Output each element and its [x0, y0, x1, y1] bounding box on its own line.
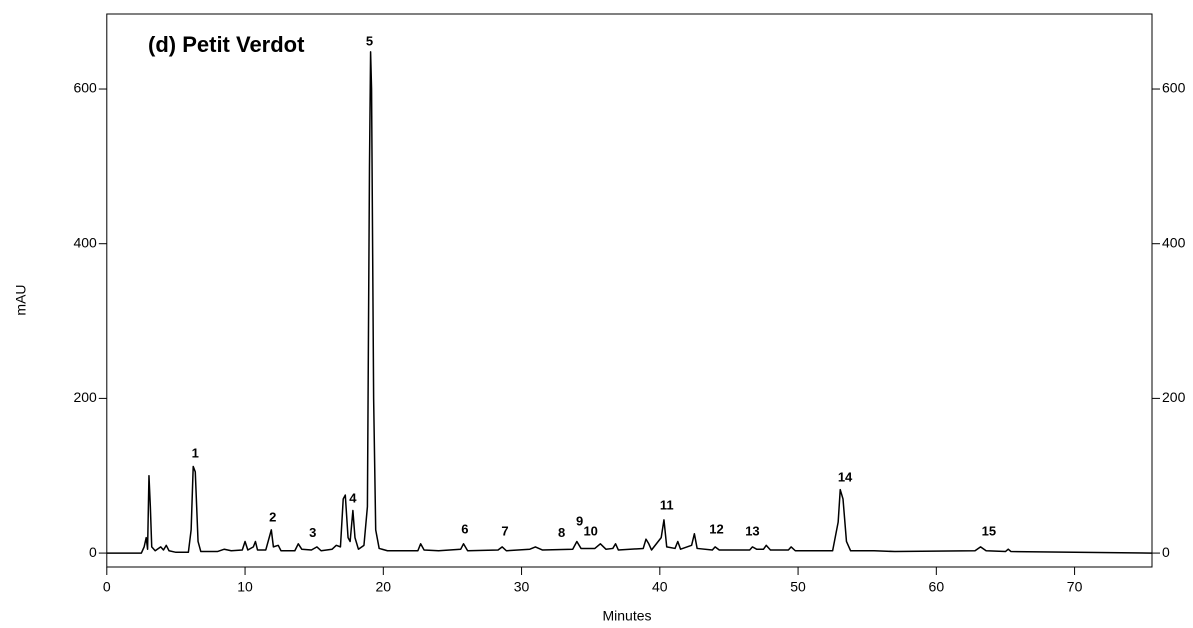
y-tick-label: 0 [89, 544, 97, 560]
x-tick-label: 20 [376, 579, 392, 595]
x-tick-label: 10 [237, 579, 253, 595]
peak-label: 9 [576, 514, 583, 529]
y-tick-label: 200 [73, 389, 97, 405]
peak-label: 6 [461, 521, 468, 536]
y2-tick-label: 0 [1162, 544, 1170, 560]
x-tick-label: 60 [929, 579, 945, 595]
peak-label: 2 [269, 510, 276, 525]
x-tick-label: 50 [790, 579, 806, 595]
plot-frame [106, 13, 1153, 568]
x-tick-label: 0 [103, 579, 111, 595]
peak-label: 10 [583, 524, 597, 539]
peak-label: 14 [838, 469, 853, 484]
y2-tick-label: 600 [1162, 80, 1186, 96]
x-tick-label: 30 [514, 579, 530, 595]
y-axis-label: mAU [13, 284, 29, 315]
y-tick-label: 600 [73, 80, 97, 96]
y2-tick-label: 400 [1162, 234, 1186, 250]
peak-label: 1 [192, 446, 199, 461]
peak-label: 13 [745, 524, 759, 539]
peak-label: 15 [982, 524, 996, 539]
x-tick-label: 70 [1067, 579, 1083, 595]
x-tick-label: 40 [652, 579, 668, 595]
y-tick-label: 400 [73, 234, 97, 250]
peak-label: 7 [501, 524, 508, 539]
peak-label: 8 [558, 525, 565, 540]
peak-label: 3 [309, 525, 316, 540]
peak-label: 12 [709, 521, 723, 536]
peak-label: 4 [349, 490, 357, 505]
chart-title: (d) Petit Verdot [148, 32, 305, 57]
y2-tick-label: 200 [1162, 389, 1186, 405]
x-axis-label: Minutes [602, 608, 651, 624]
peak-label: 5 [366, 33, 373, 48]
peak-label: 11 [660, 497, 674, 512]
trace [106, 51, 1153, 554]
